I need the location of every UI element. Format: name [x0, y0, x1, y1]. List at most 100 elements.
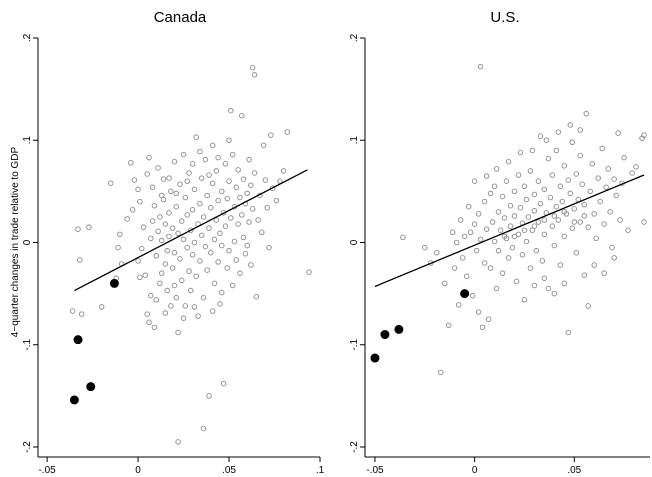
canada-data-point [189, 161, 196, 167]
us-data-point [481, 198, 488, 205]
canada-y-tick-label: -.1 [22, 338, 33, 350]
us-data-point [565, 177, 572, 183]
canada-y-tick-label: 0 [22, 239, 33, 245]
canada-data-point [226, 178, 232, 184]
us-data-point [553, 147, 560, 154]
us-data-point [445, 322, 452, 329]
us-highlighted-points [370, 289, 470, 363]
canada-data-point [244, 190, 250, 197]
us-data-point [555, 217, 562, 223]
us-data-point [561, 233, 568, 240]
us-data-point [571, 206, 578, 212]
us-data-point [615, 130, 621, 136]
canada-data-point [220, 380, 227, 387]
canada-data-point [168, 188, 174, 195]
canada-data-point [206, 225, 212, 231]
us-data-point [537, 200, 544, 207]
us-data-point [601, 221, 607, 227]
canada-data-point [173, 190, 180, 197]
us-data-point [599, 145, 605, 152]
canada-data-point [186, 268, 192, 274]
canada-data-point [169, 265, 176, 271]
canada-data-point [173, 294, 180, 301]
canada-data-point [235, 167, 241, 173]
canada-fit [74, 169, 308, 292]
canada-data-point [208, 204, 214, 211]
us-data-point [455, 302, 462, 308]
canada-data-point [209, 308, 216, 314]
canada-data-point [191, 239, 198, 246]
canada-panel: Canada 4−quarter changes in trade relati… [10, 9, 325, 476]
us-data-point [583, 110, 589, 117]
us-data-point [459, 255, 466, 261]
canada-highlighted-points [69, 278, 119, 405]
us-data-point [587, 188, 593, 195]
us-data-point [585, 303, 591, 309]
us-title: U.S. [490, 9, 519, 26]
us-highlighted-point [460, 289, 470, 299]
us-points [400, 63, 647, 376]
canada-data-point [198, 232, 205, 239]
us-data-point [577, 219, 583, 225]
canada-data-point [248, 262, 254, 268]
canada-data-point [273, 197, 280, 204]
us-y-tick-label: -.2 [349, 441, 360, 453]
canada-data-point [306, 269, 312, 275]
canada-data-point [189, 207, 196, 213]
us-data-point [589, 161, 595, 167]
us-data-point [457, 217, 464, 223]
canada-data-point [171, 158, 178, 165]
canada-data-point [239, 112, 245, 119]
canada-data-point [215, 259, 221, 265]
canada-data-point [164, 287, 170, 294]
canada-x-tick-label: -.05 [38, 465, 56, 476]
us-data-point [505, 255, 512, 261]
canada-data-point [193, 134, 200, 140]
us-data-point [517, 149, 524, 156]
us-data-point [605, 166, 611, 172]
us-data-point [501, 233, 508, 240]
us-data-point [541, 275, 548, 282]
canada-data-point [171, 249, 178, 256]
us-data-point [569, 225, 576, 231]
us-data-point [557, 183, 564, 190]
us-data-point [453, 239, 460, 246]
us-data-point [487, 265, 494, 271]
canada-x-tick-label: 0 [135, 465, 141, 476]
us-data-point [567, 190, 574, 197]
canada-data-point [206, 393, 212, 399]
canada-data-point [188, 287, 194, 294]
canada-data-point [224, 195, 230, 202]
canada-data-point [219, 242, 225, 249]
us-data-point [487, 190, 494, 197]
canada-data-point [198, 175, 205, 181]
us-data-point [555, 129, 562, 135]
canada-data-point [135, 186, 141, 193]
us-fit-line [374, 174, 645, 288]
canada-data-point [262, 177, 269, 183]
canada-data-point [146, 154, 152, 161]
us-data-point [519, 252, 526, 258]
canada-data-point [219, 289, 225, 296]
us-data-point [549, 223, 556, 229]
us-data-point [561, 163, 568, 169]
us-data-point [509, 244, 516, 251]
canada-data-point [180, 151, 187, 158]
us-data-point [507, 223, 514, 229]
canada-x-tick-label: .1 [316, 465, 325, 476]
canada-data-point [153, 297, 160, 303]
y-axis-label: 4−quarter changes in trade relative to G… [10, 146, 21, 337]
us-data-point [581, 272, 587, 278]
canada-data-point [249, 206, 256, 212]
us-data-point [461, 233, 468, 240]
us-data-point [573, 171, 580, 177]
us-data-point [541, 217, 548, 223]
us-data-point [477, 236, 484, 243]
us-highlighted-point [394, 324, 404, 334]
canada-data-point [260, 142, 267, 149]
us-data-point [557, 262, 564, 268]
us-data-point [449, 229, 456, 236]
us-data-point [621, 154, 627, 161]
us-data-point [523, 238, 530, 245]
us-data-point [465, 203, 472, 210]
